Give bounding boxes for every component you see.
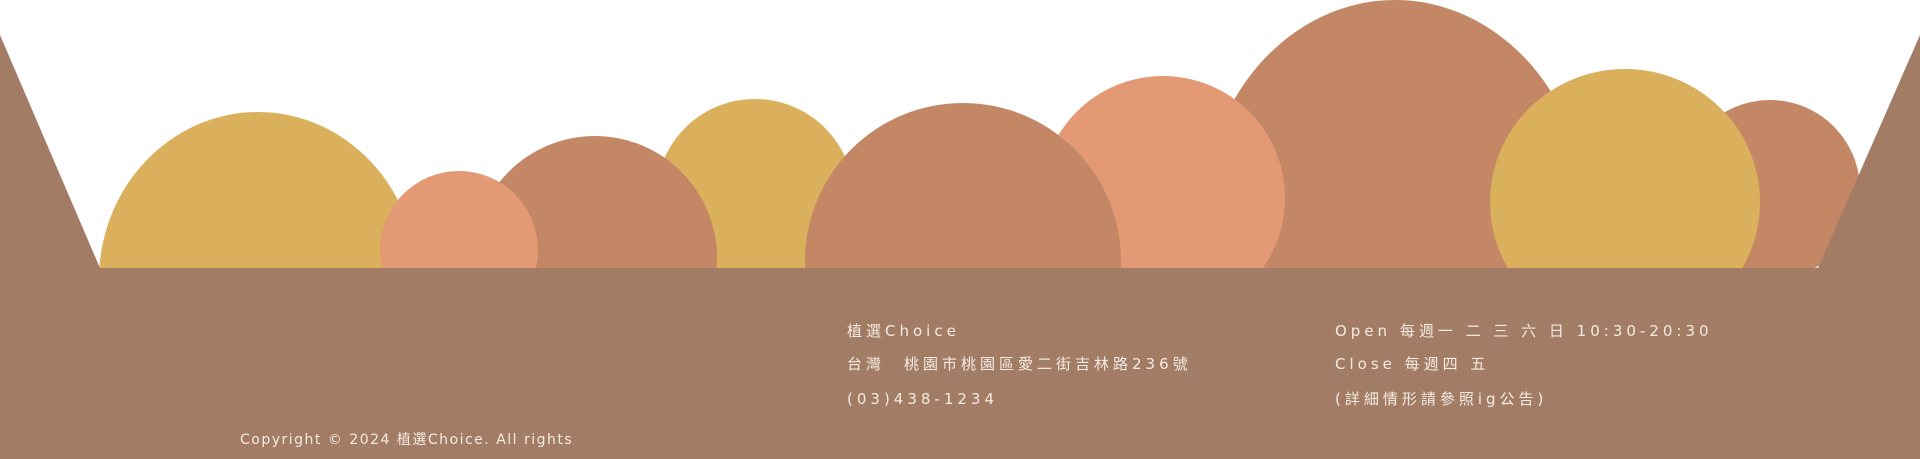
opening-hours: Open 每週一 二 三 六 日 10:30-20:30 [1335, 322, 1713, 340]
store-address: 台灣 桃園市桃園區愛二街吉林路236號 [847, 355, 1192, 373]
copyright-text: Copyright © 2024 植選Choice. All rights [240, 432, 574, 448]
store-name: 植選Choice [847, 322, 960, 340]
store-phone: (03)438-1234 [847, 390, 999, 408]
closed-days: Close 每週四 五 [1335, 355, 1490, 373]
footer-base [0, 35, 1920, 459]
hours-note: (詳細情形請參照ig公告) [1335, 390, 1548, 408]
